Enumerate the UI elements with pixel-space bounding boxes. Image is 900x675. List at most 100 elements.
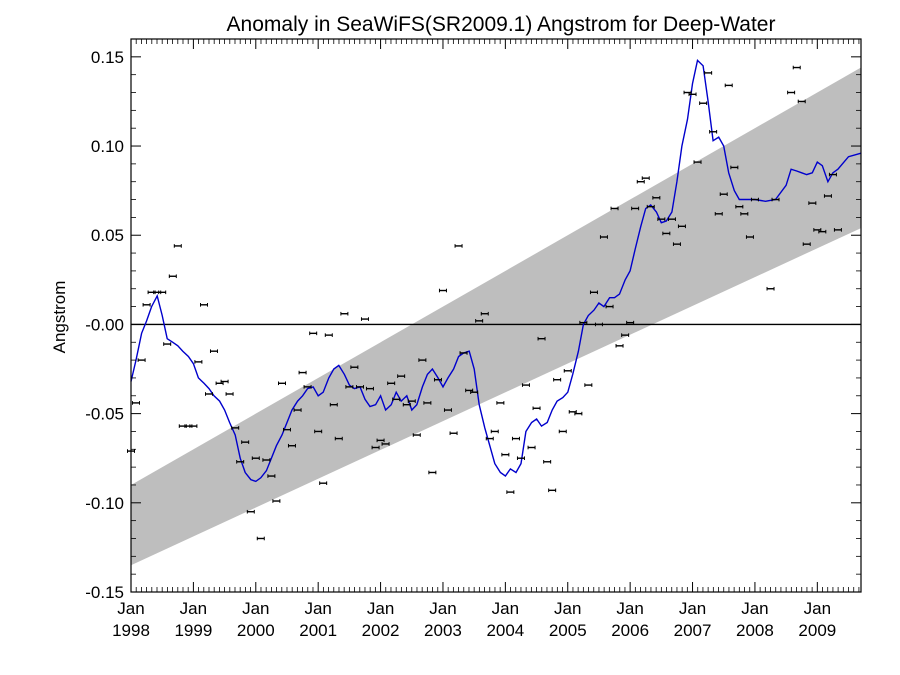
monthly-point	[496, 401, 505, 405]
monthly-point	[579, 320, 588, 325]
x-tick-label-year: 2008	[736, 621, 774, 640]
x-tick-label-year: 2002	[362, 621, 400, 640]
monthly-point	[621, 333, 630, 337]
plot-frame	[130, 38, 862, 593]
monthly-point	[360, 317, 369, 321]
chart-title: Anomaly in SeaWiFS(SR2009.1) Angstrom fo…	[227, 13, 776, 36]
monthly-point	[262, 458, 271, 462]
x-tick-label-year: 2009	[798, 621, 836, 640]
monthly-point	[236, 459, 245, 464]
x-tick-label-year: 2001	[299, 621, 337, 640]
monthly-point	[677, 224, 686, 229]
monthly-point	[371, 445, 380, 450]
monthly-point	[672, 242, 681, 246]
monthly-point	[563, 369, 572, 373]
monthly-point	[392, 397, 401, 402]
x-tick-label-month: Jan	[180, 599, 207, 618]
monthly-point	[277, 381, 286, 386]
monthly-point	[272, 499, 281, 503]
monthly-point	[340, 311, 349, 316]
monthly-point	[543, 459, 552, 464]
monthly-point	[719, 192, 728, 196]
monthly-point	[787, 90, 796, 95]
monthly-point	[527, 445, 536, 450]
monthly-point	[594, 322, 603, 327]
monthly-point	[200, 302, 208, 307]
monthly-point	[589, 290, 598, 295]
x-tick-label-month: Jan	[117, 599, 144, 618]
y-axis-title: Angstrom	[50, 281, 69, 354]
monthly-point	[745, 235, 754, 239]
monthly-point	[833, 228, 842, 232]
monthly-point	[501, 452, 510, 457]
monthly-point	[137, 358, 146, 362]
monthly-point	[309, 331, 318, 336]
monthly-point	[251, 456, 260, 461]
x-tick-label-month: Jan	[741, 599, 768, 618]
monthly-point	[574, 411, 583, 416]
plot-area: 0.150.100.05-0.00-0.05-0.10-0.15Jan1998J…	[85, 38, 862, 640]
x-tick-label-month: Jan	[679, 599, 706, 618]
y-tick-label: -0.15	[85, 583, 124, 602]
monthly-point	[792, 65, 801, 70]
monthly-point	[548, 488, 557, 493]
monthly-point	[433, 377, 442, 382]
monthly-point	[418, 358, 427, 362]
x-tick-label-month: Jan	[429, 599, 456, 618]
x-tick-label-year: 1998	[112, 621, 150, 640]
monthly-point	[818, 229, 827, 234]
monthly-point	[802, 242, 811, 246]
x-tick-label-year: 2006	[611, 621, 649, 640]
monthly-point	[267, 474, 276, 478]
monthly-point	[423, 401, 432, 405]
monthly-point	[231, 426, 240, 430]
monthly-point	[365, 386, 374, 391]
monthly-point	[537, 336, 546, 341]
monthly-point	[750, 197, 759, 202]
y-tick-label: 0.10	[91, 137, 124, 156]
trend-band	[131, 67, 861, 566]
monthly-point	[220, 379, 229, 384]
monthly-point	[173, 244, 182, 248]
y-tick-label: 0.15	[91, 48, 124, 67]
monthly-point	[730, 165, 739, 170]
monthly-point	[376, 438, 385, 443]
monthly-point	[599, 235, 608, 239]
monthly-point	[636, 179, 645, 184]
monthly-point	[470, 390, 479, 395]
monthly-point	[475, 319, 484, 323]
monthly-point	[808, 201, 817, 205]
monthly-point	[641, 176, 650, 180]
monthly-point	[511, 436, 520, 441]
x-tick-label-month: Jan	[242, 599, 269, 618]
monthly-point	[345, 385, 354, 389]
monthly-point	[516, 456, 525, 461]
monthly-point	[381, 442, 390, 446]
monthly-point	[402, 402, 411, 407]
monthly-point	[387, 381, 396, 386]
y-tick-label: 0.05	[91, 226, 124, 245]
monthly-point	[766, 286, 775, 291]
x-tick-label-month: Jan	[304, 599, 331, 618]
monthly-point	[490, 429, 499, 434]
monthly-point	[397, 374, 406, 378]
monthly-point	[709, 129, 718, 134]
monthly-point	[704, 71, 713, 75]
monthly-point	[459, 351, 468, 355]
monthly-point	[282, 427, 291, 432]
monthly-point	[615, 344, 624, 348]
monthly-point	[521, 383, 530, 387]
monthly-point	[334, 436, 343, 441]
monthly-point	[626, 320, 635, 325]
monthly-point	[605, 304, 614, 309]
monthly-point	[584, 383, 593, 387]
monthly-point	[163, 342, 172, 346]
monthly-point	[558, 429, 567, 434]
monthly-point	[303, 385, 312, 389]
smoothed-series-line	[130, 59, 862, 483]
monthly-point	[797, 99, 806, 104]
monthly-point	[293, 408, 302, 412]
monthly-point	[693, 160, 702, 164]
monthly-point	[324, 333, 333, 337]
